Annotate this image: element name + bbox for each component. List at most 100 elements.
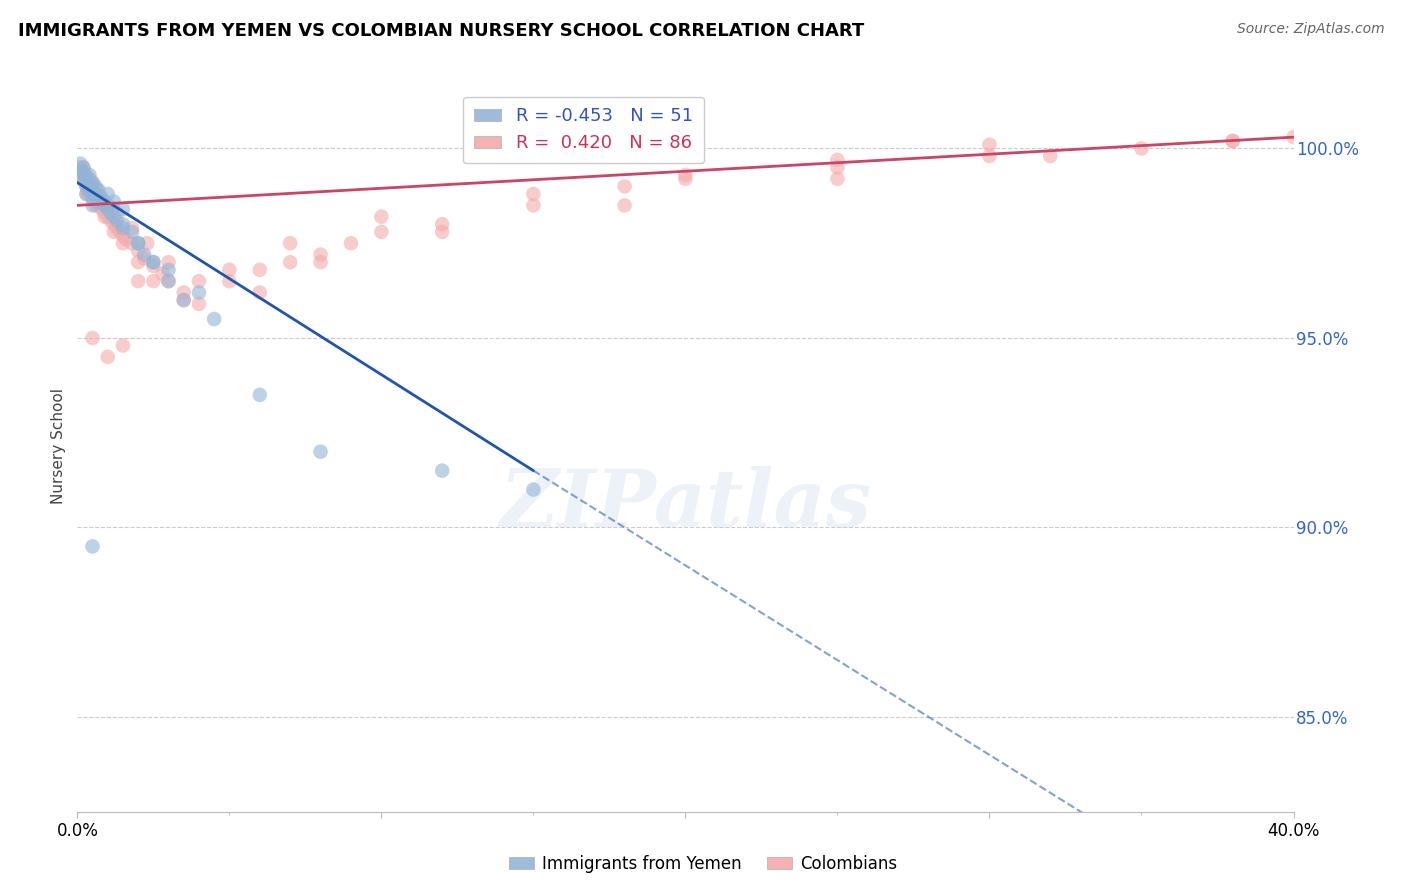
Point [103,217,125,231]
Point [97,198,120,212]
Point [67,161,90,175]
Point [142,259,165,273]
Point [84,179,107,194]
Point [173,293,195,307]
Point [97,350,120,364]
Point [82,331,104,345]
Point [82,198,104,212]
Point [111,228,134,243]
Point [136,236,159,251]
Point [127,236,149,251]
Point [111,221,134,235]
Point [87,194,110,209]
Point [152,267,174,281]
Point [97,198,120,212]
Point [72,171,94,186]
Point [115,232,138,246]
Point [340,236,363,251]
Point [70,168,93,182]
Point [105,221,128,235]
Legend: Immigrants from Yemen, Colombians: Immigrants from Yemen, Colombians [502,848,904,880]
Text: IMMIGRANTS FROM YEMEN VS COLOMBIAN NURSERY SCHOOL CORRELATION CHART: IMMIGRANTS FROM YEMEN VS COLOMBIAN NURSE… [18,22,865,40]
Point [86,183,108,197]
Point [142,255,165,269]
Legend: R = -0.453   N = 51, R =  0.420   N = 86: R = -0.453 N = 51, R = 0.420 N = 86 [464,96,703,163]
Point [91,194,114,209]
Point [75,179,97,194]
Point [127,274,149,288]
Point [613,198,636,212]
Point [93,206,115,220]
Point [249,262,271,277]
Point [278,236,301,251]
Point [522,483,544,497]
Point [103,210,125,224]
Point [370,225,392,239]
Point [80,179,103,194]
Point [827,161,849,175]
Point [1039,149,1062,163]
Point [430,225,453,239]
Point [134,247,156,261]
Point [675,168,697,182]
Point [430,217,453,231]
Point [97,186,120,201]
Point [522,198,544,212]
Point [87,198,110,212]
Point [121,221,143,235]
Point [370,210,392,224]
Y-axis label: Nursery School: Nursery School [51,388,66,504]
Point [218,274,240,288]
Point [82,176,104,190]
Point [157,262,180,277]
Point [249,285,271,300]
Text: Source: ZipAtlas.com: Source: ZipAtlas.com [1237,22,1385,37]
Point [157,274,180,288]
Point [82,176,104,190]
Point [84,194,107,209]
Point [188,285,211,300]
Point [72,164,94,178]
Point [77,183,100,197]
Point [87,183,110,197]
Point [79,183,101,197]
Point [202,312,225,326]
Point [188,274,211,288]
Point [82,540,104,554]
Point [827,171,849,186]
Point [93,198,115,212]
Point [309,255,332,269]
Point [309,247,332,261]
Point [1282,130,1305,145]
Point [93,210,115,224]
Point [97,202,120,216]
Point [111,236,134,251]
Point [84,186,107,201]
Point [522,186,544,201]
Point [157,274,180,288]
Point [73,168,96,182]
Point [84,186,107,201]
Point [173,293,195,307]
Point [979,149,1001,163]
Point [72,161,94,175]
Point [83,186,105,201]
Point [249,388,271,402]
Point [157,255,180,269]
Point [89,191,111,205]
Point [278,255,301,269]
Point [127,244,149,258]
Point [70,164,93,178]
Point [90,202,112,216]
Point [103,194,125,209]
Point [75,179,97,194]
Point [100,206,122,220]
Point [75,186,97,201]
Point [121,225,143,239]
Point [613,179,636,194]
Point [430,464,453,478]
Point [72,171,94,186]
Point [111,217,134,231]
Point [1222,134,1244,148]
Point [142,274,165,288]
